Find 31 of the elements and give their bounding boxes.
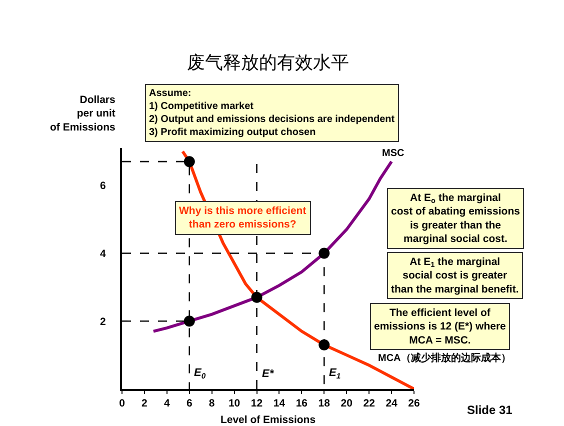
x-tick-label: 8 — [208, 398, 215, 410]
annotation: At E$_{o}$ the marginal cost of abating emissions is greater than the marginal social cost. — [391, 192, 520, 245]
x-axis-title: Level of Emissions — [220, 414, 316, 426]
annotation: E$_{1}$ — [329, 367, 341, 380]
annotation: E$_{0}$ — [194, 367, 206, 380]
x-tick-label: 24 — [386, 398, 398, 410]
y-axis-title: Dollars per unit of Emissions — [50, 94, 116, 134]
x-tick-label: 22 — [363, 398, 376, 410]
x-tick-label: 2 — [142, 398, 148, 410]
y-tick-label: 2 — [100, 316, 106, 328]
text: Assume: 1) Competitive market 2) Output and emissions decisions are independent 3) Profit maximizing output chosen — [149, 88, 396, 138]
series-label: MSC — [382, 148, 404, 159]
annotation: Why is this more efficient than zero emissions? — [179, 205, 307, 231]
text: Slide 31 — [467, 403, 513, 417]
x-tick-label: 12 — [250, 398, 263, 410]
x-tick-label: 16 — [296, 398, 308, 410]
x-tick-label: 14 — [273, 398, 286, 410]
annotation: The efficient level of emissions is 12 (E*) where MCA = MSC. — [374, 307, 506, 346]
x-tick-label: 0 — [119, 398, 126, 410]
x-tick-label: 20 — [340, 398, 353, 410]
chart-title: 废气释放的有效水平 — [187, 52, 349, 74]
x-tick-label: 10 — [228, 398, 240, 410]
y-tick-label: 6 — [100, 180, 106, 192]
y-tick-label: 4 — [100, 248, 106, 260]
series-label: MCA（减少排放的边际成本） — [378, 352, 511, 364]
x-tick-label: 4 — [164, 398, 170, 410]
x-tick-label: 26 — [408, 398, 420, 410]
annotation: At E$_{1}$ the marginal social cost is greater than the marginal benefit. — [391, 256, 519, 296]
x-tick-label: 18 — [318, 398, 330, 410]
x-tick-label: 6 — [186, 398, 192, 410]
annotation: E* — [262, 368, 274, 380]
